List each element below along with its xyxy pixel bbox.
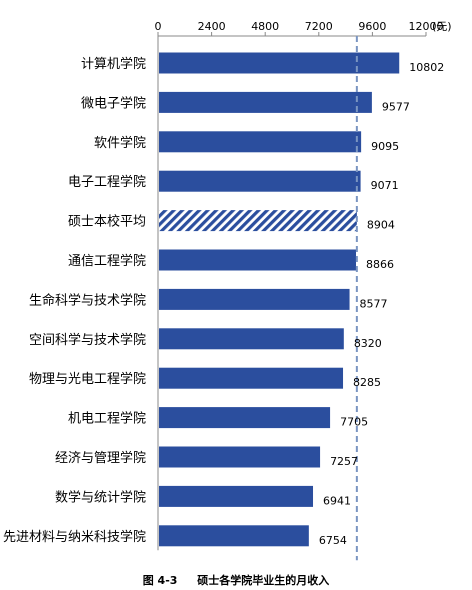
value-label: 8904 xyxy=(367,219,395,232)
category-label: 先进材料与纳米科技学院 xyxy=(3,529,146,545)
category-label: 数学与统计学院 xyxy=(55,489,146,505)
value-label: 9577 xyxy=(382,100,410,113)
category-label: 空间科学与技术学院 xyxy=(29,332,146,348)
value-label: 8577 xyxy=(360,297,388,310)
x-tick-label: 2400 xyxy=(198,20,226,33)
figure-caption: 图 4-3 硕士各学院毕业生的月收入 xyxy=(0,572,472,588)
x-tick-label: 0 xyxy=(155,20,162,33)
bars xyxy=(159,52,400,547)
bar xyxy=(159,446,321,468)
bar xyxy=(159,367,344,389)
value-label: 10802 xyxy=(409,61,444,74)
bar xyxy=(159,328,344,350)
value-label: 8285 xyxy=(353,376,381,389)
value-label: 6941 xyxy=(323,494,351,507)
category-label: 通信工程学院 xyxy=(68,253,146,269)
category-label: 电子工程学院 xyxy=(68,174,146,190)
value-label: 8866 xyxy=(366,258,394,271)
category-label: 软件学院 xyxy=(94,135,146,151)
bar xyxy=(159,485,314,507)
category-label: 生命科学与技术学院 xyxy=(29,292,146,308)
category-label: 物理与光电工程学院 xyxy=(29,371,146,387)
caption-number: 图 4-3 xyxy=(142,574,178,587)
bar xyxy=(159,249,357,271)
value-label: 9071 xyxy=(371,179,399,192)
value-label: 7257 xyxy=(330,455,358,468)
x-tick-label: 12000 xyxy=(409,20,444,33)
caption-text: 硕士各学院毕业生的月收入 xyxy=(197,574,330,587)
x-axis: 0 2400 4800 7200 9600 12000(元) xyxy=(155,20,452,551)
bar xyxy=(159,170,361,192)
category-label: 计算机学院 xyxy=(81,56,146,72)
bar xyxy=(159,288,350,310)
value-label: 8320 xyxy=(354,337,382,350)
bar xyxy=(159,407,331,429)
bar-chart: 0 2400 4800 7200 9600 12000(元) 计算机学院 10802 微电子学… xyxy=(3,20,452,561)
bar xyxy=(159,52,400,74)
bar xyxy=(159,131,362,153)
x-tick-label: 9600 xyxy=(358,20,386,33)
labels: 计算机学院 10802 微电子学院 9577 软件学院 9095 电子工程学院 9071 硕士本… xyxy=(3,56,444,547)
category-label: 机电工程学院 xyxy=(68,411,146,427)
bar xyxy=(159,525,309,547)
value-label: 9095 xyxy=(371,140,399,153)
x-tick-label: 7200 xyxy=(305,20,333,33)
x-tick-label: 4800 xyxy=(251,20,279,33)
bar xyxy=(159,91,372,113)
value-label: 7705 xyxy=(340,416,368,429)
bar-average xyxy=(159,210,357,232)
category-label: 经济与管理学院 xyxy=(55,450,146,466)
category-label: 微电子学院 xyxy=(81,95,146,111)
category-label: 硕士本校平均 xyxy=(68,214,146,230)
value-label: 6754 xyxy=(319,534,347,547)
x-axis-unit: (元) xyxy=(432,20,452,33)
